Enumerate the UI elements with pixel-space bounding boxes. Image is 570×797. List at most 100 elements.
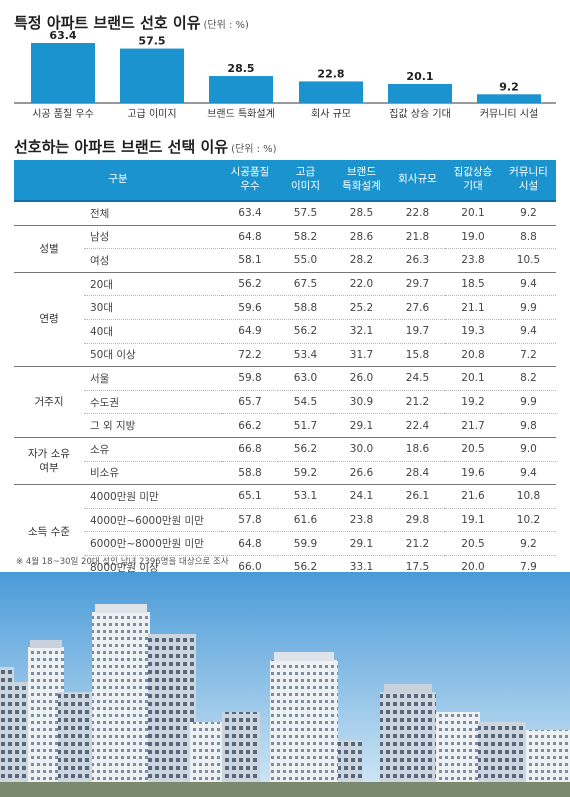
value-cell: 9.8: [501, 413, 556, 438]
row-label: 수도권: [84, 390, 222, 415]
value-cell: 26.6: [333, 461, 390, 486]
header-cell-4: 회사규모: [390, 160, 445, 202]
table-header-row: 구분 시공품질 우수 고급 이미지 브랜드 특화설계 회사규모 집값상승 기대 커뮤니티 시설: [14, 160, 556, 202]
value-cell: 59.8: [222, 366, 278, 391]
value-cell: 29.1: [333, 531, 390, 556]
value-cell: 59.2: [278, 461, 333, 486]
value-cell: 66.2: [222, 413, 278, 438]
category-label-4: 집값 상승 기대: [389, 108, 451, 120]
bar-1: [120, 48, 184, 103]
value-cell: 19.6: [445, 461, 501, 486]
header-cell-3: 브랜드 특화설계: [333, 160, 390, 202]
value-cell: 10.8: [501, 484, 556, 509]
value-cell: 9.9: [501, 295, 556, 320]
value-cell: 21.6: [445, 484, 501, 509]
category-label-5: 커뮤니티 시설: [480, 108, 538, 120]
bar-value-label-5: 9.2: [499, 80, 519, 93]
value-cell: 18.6: [390, 437, 445, 462]
row-label: 서울: [84, 366, 222, 391]
value-cell: 28.2: [333, 248, 390, 273]
row-label: 40대: [84, 319, 222, 344]
value-cell: 56.2: [222, 272, 278, 297]
value-cell: 25.2: [333, 295, 390, 320]
value-cell: 30.9: [333, 390, 390, 415]
value-cell: 30.0: [333, 437, 390, 462]
row-label: 소유: [84, 437, 222, 462]
row-label: 그 외 지방: [84, 413, 222, 438]
value-cell: 9.9: [501, 390, 556, 415]
value-cell: 29.1: [333, 413, 390, 438]
value-cell: 19.2: [445, 390, 501, 415]
value-cell: 67.5: [278, 272, 333, 297]
value-cell: 9.0: [501, 437, 556, 462]
value-cell: 20.1: [445, 201, 501, 226]
value-cell: 57.8: [222, 508, 278, 533]
value-cell: 20.8: [445, 343, 501, 368]
value-cell: 24.5: [390, 366, 445, 391]
value-cell: 56.2: [278, 437, 333, 462]
value-cell: 9.4: [501, 319, 556, 344]
value-cell: 21.2: [390, 390, 445, 415]
apartment-skyline-illustration: [0, 572, 570, 797]
value-cell: 72.2: [222, 343, 278, 368]
group-label: 성별: [14, 225, 84, 273]
value-cell: 23.8: [333, 508, 390, 533]
table-row: 50대 이상 72.2 53.4 31.7 15.8 20.8 7.2: [14, 343, 556, 368]
value-cell: 9.4: [501, 272, 556, 297]
brand-preference-bar-chart: 63.4 시공 품질 우수 57.5 고급 이미지 28.5 브랜드 특화설계 22.8 회사…: [14, 29, 556, 120]
value-cell: 28.4: [390, 461, 445, 486]
category-label-3: 회사 규모: [311, 108, 351, 120]
row-label: 4000만~6000만원 미만: [84, 508, 222, 533]
value-cell: 61.6: [278, 508, 333, 533]
table-row: 연령 20대 56.2 67.5 22.0 29.7 18.5 9.4: [14, 272, 556, 368]
value-cell: 63.0: [278, 366, 333, 391]
row-label: 비소유: [84, 461, 222, 486]
chart1-heading: 특정 아파트 브랜드 선호 이유 (단위 : %): [14, 12, 249, 33]
value-cell: 15.8: [390, 343, 445, 368]
value-cell: 63.4: [222, 201, 278, 226]
footnote: ※ 4월 18~30일 20대 성인 남녀 2396명을 대상으로 조사: [16, 557, 229, 567]
row-label: 여성: [84, 248, 222, 273]
value-cell: 9.4: [501, 461, 556, 486]
header-cell-5: 집값상승 기대: [445, 160, 501, 202]
value-cell: 53.1: [278, 484, 333, 509]
table-row: 4000만~6000만원 미만 57.8 61.6 23.8 29.8 19.1 10.2: [14, 508, 556, 533]
table-row: 그 외 지방 66.2 51.7 29.1 22.4 21.7 9.8: [14, 413, 556, 438]
bar-value-label-1: 57.5: [138, 35, 165, 48]
bar-2: [209, 76, 273, 103]
value-cell: 21.7: [445, 413, 501, 438]
value-cell: 26.1: [390, 484, 445, 509]
value-cell: 7.2: [501, 343, 556, 368]
value-cell: 21.2: [390, 531, 445, 556]
value-cell: 10.2: [501, 508, 556, 533]
header-cell-1: 시공품질 우수: [222, 160, 278, 202]
table-row: 성별 남성 64.8 58.2 28.6 21.8 19.0 8.8: [14, 225, 556, 273]
value-cell: 10.5: [501, 248, 556, 273]
header-cell-0: 구분: [14, 160, 222, 202]
value-cell: 28.5: [333, 201, 390, 226]
value-cell: 58.8: [222, 461, 278, 486]
category-label-2: 브랜드 특화설계: [207, 108, 275, 120]
value-cell: 22.8: [390, 201, 445, 226]
value-cell: 64.9: [222, 319, 278, 344]
value-cell: 31.7: [333, 343, 390, 368]
bar-3: [299, 81, 363, 103]
value-cell: 24.1: [333, 484, 390, 509]
row-label: 6000만~8000만원 미만: [84, 531, 222, 556]
group-label: 소득 수준: [14, 484, 84, 580]
row-label: 30대: [84, 295, 222, 320]
group-label: 자가 소유 여부: [14, 437, 84, 486]
table-row: 비소유 58.8 59.2 26.6 28.4 19.6 9.4: [14, 461, 556, 486]
value-cell: 29.7: [390, 272, 445, 297]
value-cell: 64.8: [222, 531, 278, 556]
value-cell: 20.5: [445, 531, 501, 556]
group-label: [14, 201, 84, 226]
value-cell: 55.0: [278, 248, 333, 273]
table-row: 6000만~8000만원 미만 64.8 59.9 29.1 21.2 20.5 9.2: [14, 531, 556, 556]
category-label-0: 시공 품질 우수: [32, 108, 94, 120]
value-cell: 19.3: [445, 319, 501, 344]
bar-value-label-4: 20.1: [406, 70, 433, 83]
value-cell: 32.1: [333, 319, 390, 344]
header-cell-6: 커뮤니티 시설: [501, 160, 556, 202]
value-cell: 56.2: [278, 319, 333, 344]
